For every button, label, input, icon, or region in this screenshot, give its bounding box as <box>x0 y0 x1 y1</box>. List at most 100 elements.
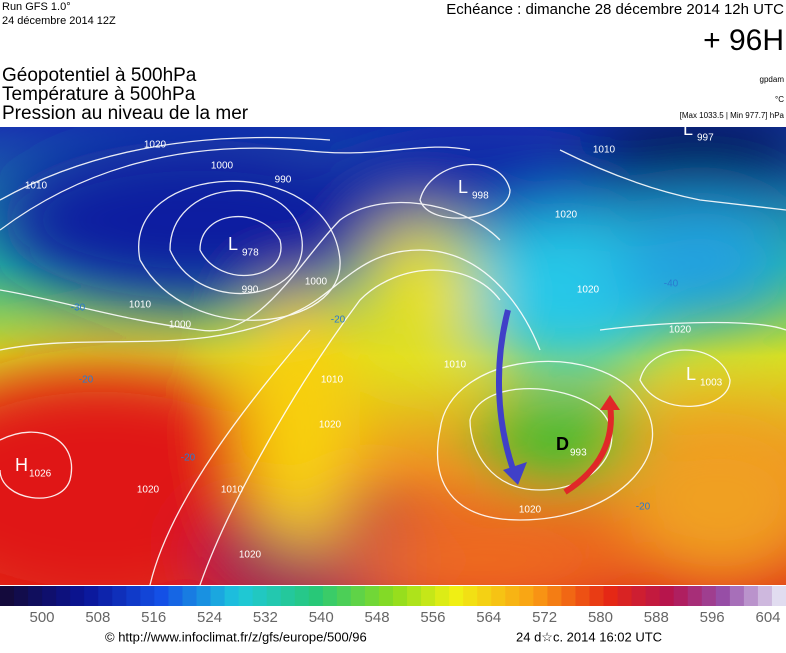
scale-cell <box>771 586 786 606</box>
scale-label: 508 <box>85 609 110 626</box>
scale-cell <box>168 586 183 606</box>
scale-cell <box>519 586 534 606</box>
scale-cell <box>0 586 15 606</box>
center-value: 993 <box>570 448 587 459</box>
isobar-label: 1000 <box>305 277 328 288</box>
scale-cell <box>589 586 605 606</box>
map: L 997 L 998 L 978 L 1003 H 1026 D 993 1020 1010 1000 99… <box>0 127 786 585</box>
scale-cell <box>533 586 548 606</box>
center-value: 978 <box>242 248 259 259</box>
source: © http://www.infoclimat.fr/z/gfs/europe/… <box>105 629 367 644</box>
header: Run GFS 1.0° 24 décembre 2014 12Z Echéan… <box>2 1 785 124</box>
scale-cell <box>364 586 380 606</box>
scale-cell <box>463 586 478 606</box>
isobar-label: 1020 <box>555 210 578 221</box>
scale-label: 564 <box>476 609 501 626</box>
scale-cell <box>294 586 310 606</box>
scale-cell <box>14 586 29 606</box>
field: Température à 500hPa <box>2 84 196 105</box>
center-letter: D <box>556 434 569 454</box>
echeance: Echéance : dimanche 28 décembre 2014 12h… <box>446 1 784 18</box>
scale-label: 556 <box>420 609 445 626</box>
scale-label: 540 <box>309 609 334 626</box>
field: Pression au niveau de la mer <box>2 103 249 124</box>
scale-cell <box>182 586 197 606</box>
temperature-label: -30 <box>71 303 86 314</box>
center-value: 997 <box>697 133 714 144</box>
scale-cell <box>673 586 689 606</box>
scale-cell <box>196 586 212 606</box>
scale-cell <box>757 586 773 606</box>
scale-cell <box>28 586 43 606</box>
center-letter: H <box>15 455 28 475</box>
scale-cell <box>407 586 422 606</box>
scale-cell <box>308 586 324 606</box>
scale-cell <box>126 586 141 606</box>
scale-label: 580 <box>588 609 613 626</box>
scale-cell <box>84 586 99 606</box>
isobar-label: 1010 <box>444 360 467 371</box>
scale-cell <box>561 586 576 606</box>
run-date: 24 décembre 2014 12Z <box>2 15 116 27</box>
scale-cell <box>491 586 506 606</box>
scale-cell <box>421 586 436 606</box>
scale-label: 572 <box>532 609 557 626</box>
scale-label: 500 <box>29 609 54 626</box>
scale-cell <box>645 586 661 606</box>
temperature-label: -40 <box>664 279 679 290</box>
scale-cell <box>729 586 745 606</box>
scale-cell <box>280 586 296 606</box>
isobar-label: 990 <box>275 175 292 186</box>
scale-cell <box>505 586 520 606</box>
scale-cell <box>266 586 282 606</box>
temperature-label: -20 <box>79 375 94 386</box>
isobar-label: 1010 <box>221 485 244 496</box>
scale-cell <box>617 586 633 606</box>
scale-cell <box>575 586 590 606</box>
scale-cell <box>350 586 366 606</box>
temperature-label: -20 <box>636 502 651 513</box>
scale-cell <box>224 586 240 606</box>
scale-cell <box>336 586 352 606</box>
center-value: 1003 <box>700 378 723 389</box>
isobar-label: 1000 <box>211 161 234 172</box>
isobar-label: 1020 <box>144 140 167 151</box>
scale-label: 548 <box>365 609 390 626</box>
scale-cell <box>252 586 268 606</box>
scale-cell <box>140 586 155 606</box>
scale-cell <box>210 586 226 606</box>
scale-cell <box>435 586 450 606</box>
scale-label: 516 <box>141 609 166 626</box>
unit: gpdam <box>760 75 785 84</box>
unit: °C <box>775 95 784 104</box>
scale-cell <box>393 586 408 606</box>
scale-cell <box>477 586 492 606</box>
color-scale: 500 508 516 524 532 540 548 556 564 572 580 588 596 6… <box>0 586 786 626</box>
scale-label: 596 <box>700 609 725 626</box>
isobar-label: 1020 <box>239 550 262 561</box>
run: Run GFS 1.0° <box>2 1 71 13</box>
scale-cell <box>322 586 338 606</box>
center-value: 998 <box>472 191 489 202</box>
scale-cell <box>154 586 169 606</box>
temperature-label: -20 <box>331 315 346 326</box>
isobar-label: 1010 <box>129 300 152 311</box>
scale-cell <box>631 586 647 606</box>
isobar-label: 1010 <box>25 181 48 192</box>
unit: [Max 1033.5 | Min 977.7] hPa <box>680 111 785 120</box>
isobar-label: 1020 <box>137 485 160 496</box>
scale-cell <box>378 586 394 606</box>
isobar-label: 1010 <box>321 375 344 386</box>
lead-time: + 96H <box>703 24 784 57</box>
temperature-label: -20 <box>181 453 196 464</box>
scale-cell <box>112 586 127 606</box>
center-letter: L <box>686 364 696 384</box>
scale-cell <box>547 586 562 606</box>
scale-label: 524 <box>197 609 222 626</box>
center-value: 1026 <box>29 469 52 480</box>
scale-label: 588 <box>644 609 669 626</box>
map-labels: L 997 L 998 L 978 L 1003 H 1026 D 993 1020 1010 1000 99… <box>15 127 723 561</box>
isobar-label: 990 <box>242 285 259 296</box>
scale-cell <box>98 586 113 606</box>
